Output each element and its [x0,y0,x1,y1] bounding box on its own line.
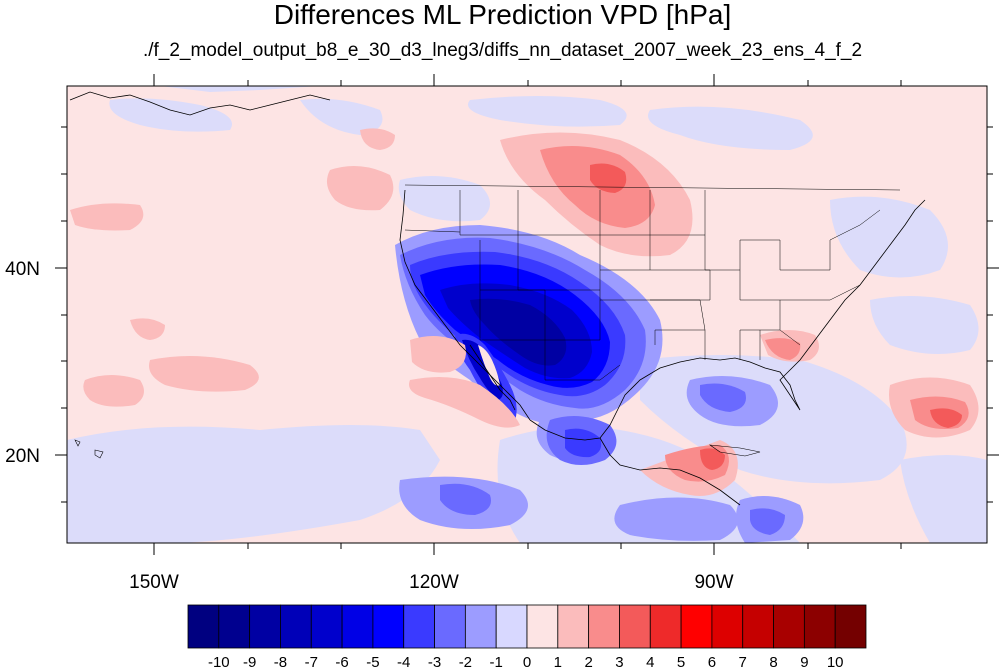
colorbar-label: 7 [739,654,747,671]
positive-anomalies-strong [590,163,962,470]
colorbar-swatch [218,604,251,649]
map-subtitle: ./f_2_model_output_b8_e_30_d3_lneg3/diff… [142,40,863,61]
colorbar-label: 5 [677,654,685,671]
darker-blue-patches [440,383,785,535]
map-title: Differences ML Prediction VPD [hPa] [273,0,732,30]
colorbar-swatch [310,604,343,649]
y-tick-label-20n: 20N [5,446,40,467]
colorbar-label: -1 [490,654,503,671]
colorbar-label: 9 [800,654,808,671]
x-tick-label-150w: 150W [129,572,179,593]
colorbar-label: 3 [615,654,623,671]
colorbar-label: -8 [274,654,287,671]
colorbar-label: -3 [428,654,441,671]
colorbar-swatch [773,604,805,649]
colorbar-label: -6 [335,654,348,671]
colorbar-swatch [187,604,220,649]
colorbar-label: -5 [366,654,379,671]
colorbar-swatch [680,604,713,649]
colorbar-label: -10 [208,654,230,671]
colorbar-swatch [464,604,497,649]
x-axis-ticks [153,74,902,555]
colorbar-swatch [834,604,867,649]
state-boundaries [404,184,901,381]
colorbar-label: -9 [243,654,256,671]
colorbar-swatch [619,604,651,649]
colorbar-swatch [526,604,559,649]
colorbar-label: -7 [305,654,318,671]
colorbar-swatch [249,604,281,649]
colorbar-swatch [803,604,836,649]
colorbar-label: 0 [523,654,531,671]
colorbar-swatch [434,604,466,649]
colorbar-swatch [341,604,374,649]
colorbar-swatch [649,604,682,649]
map-plot-area [67,86,987,543]
y-tick-label-40n: 40N [5,259,40,280]
colorbar-swatch [557,604,590,649]
colorbar-label: -2 [459,654,472,671]
colorbar-swatch [372,604,405,649]
colorbar-swatch [280,604,312,649]
colorbar-swatch [403,604,435,649]
colorbar-label: 4 [646,654,654,671]
colorbar-label: 6 [708,654,716,671]
colorbar-swatch [711,604,744,649]
colorbar-swatch [588,604,620,649]
colorbar-label: 10 [827,654,844,671]
colorbar-swatch [495,604,528,649]
x-tick-label-90w: 90W [694,572,733,593]
islands [74,439,761,459]
colorbar-label: 1 [554,654,562,671]
southwest-negative-anomaly [395,225,663,424]
y-axis-ticks [55,126,999,503]
x-tick-label-120w: 120W [409,572,459,593]
colorbar-label: 8 [769,654,777,671]
coastlines [69,91,926,506]
mexico-negative-patches [546,416,617,465]
colorbar-label: 2 [584,654,592,671]
colorbar-swatch [742,604,774,649]
colorbar: -10 -9 -8 -7 -6 -5 -4 -3 -2 -1 0 1 2 3 4 5 6 7 8 9 10 [187,604,867,671]
colorbar-label: -4 [397,654,410,671]
